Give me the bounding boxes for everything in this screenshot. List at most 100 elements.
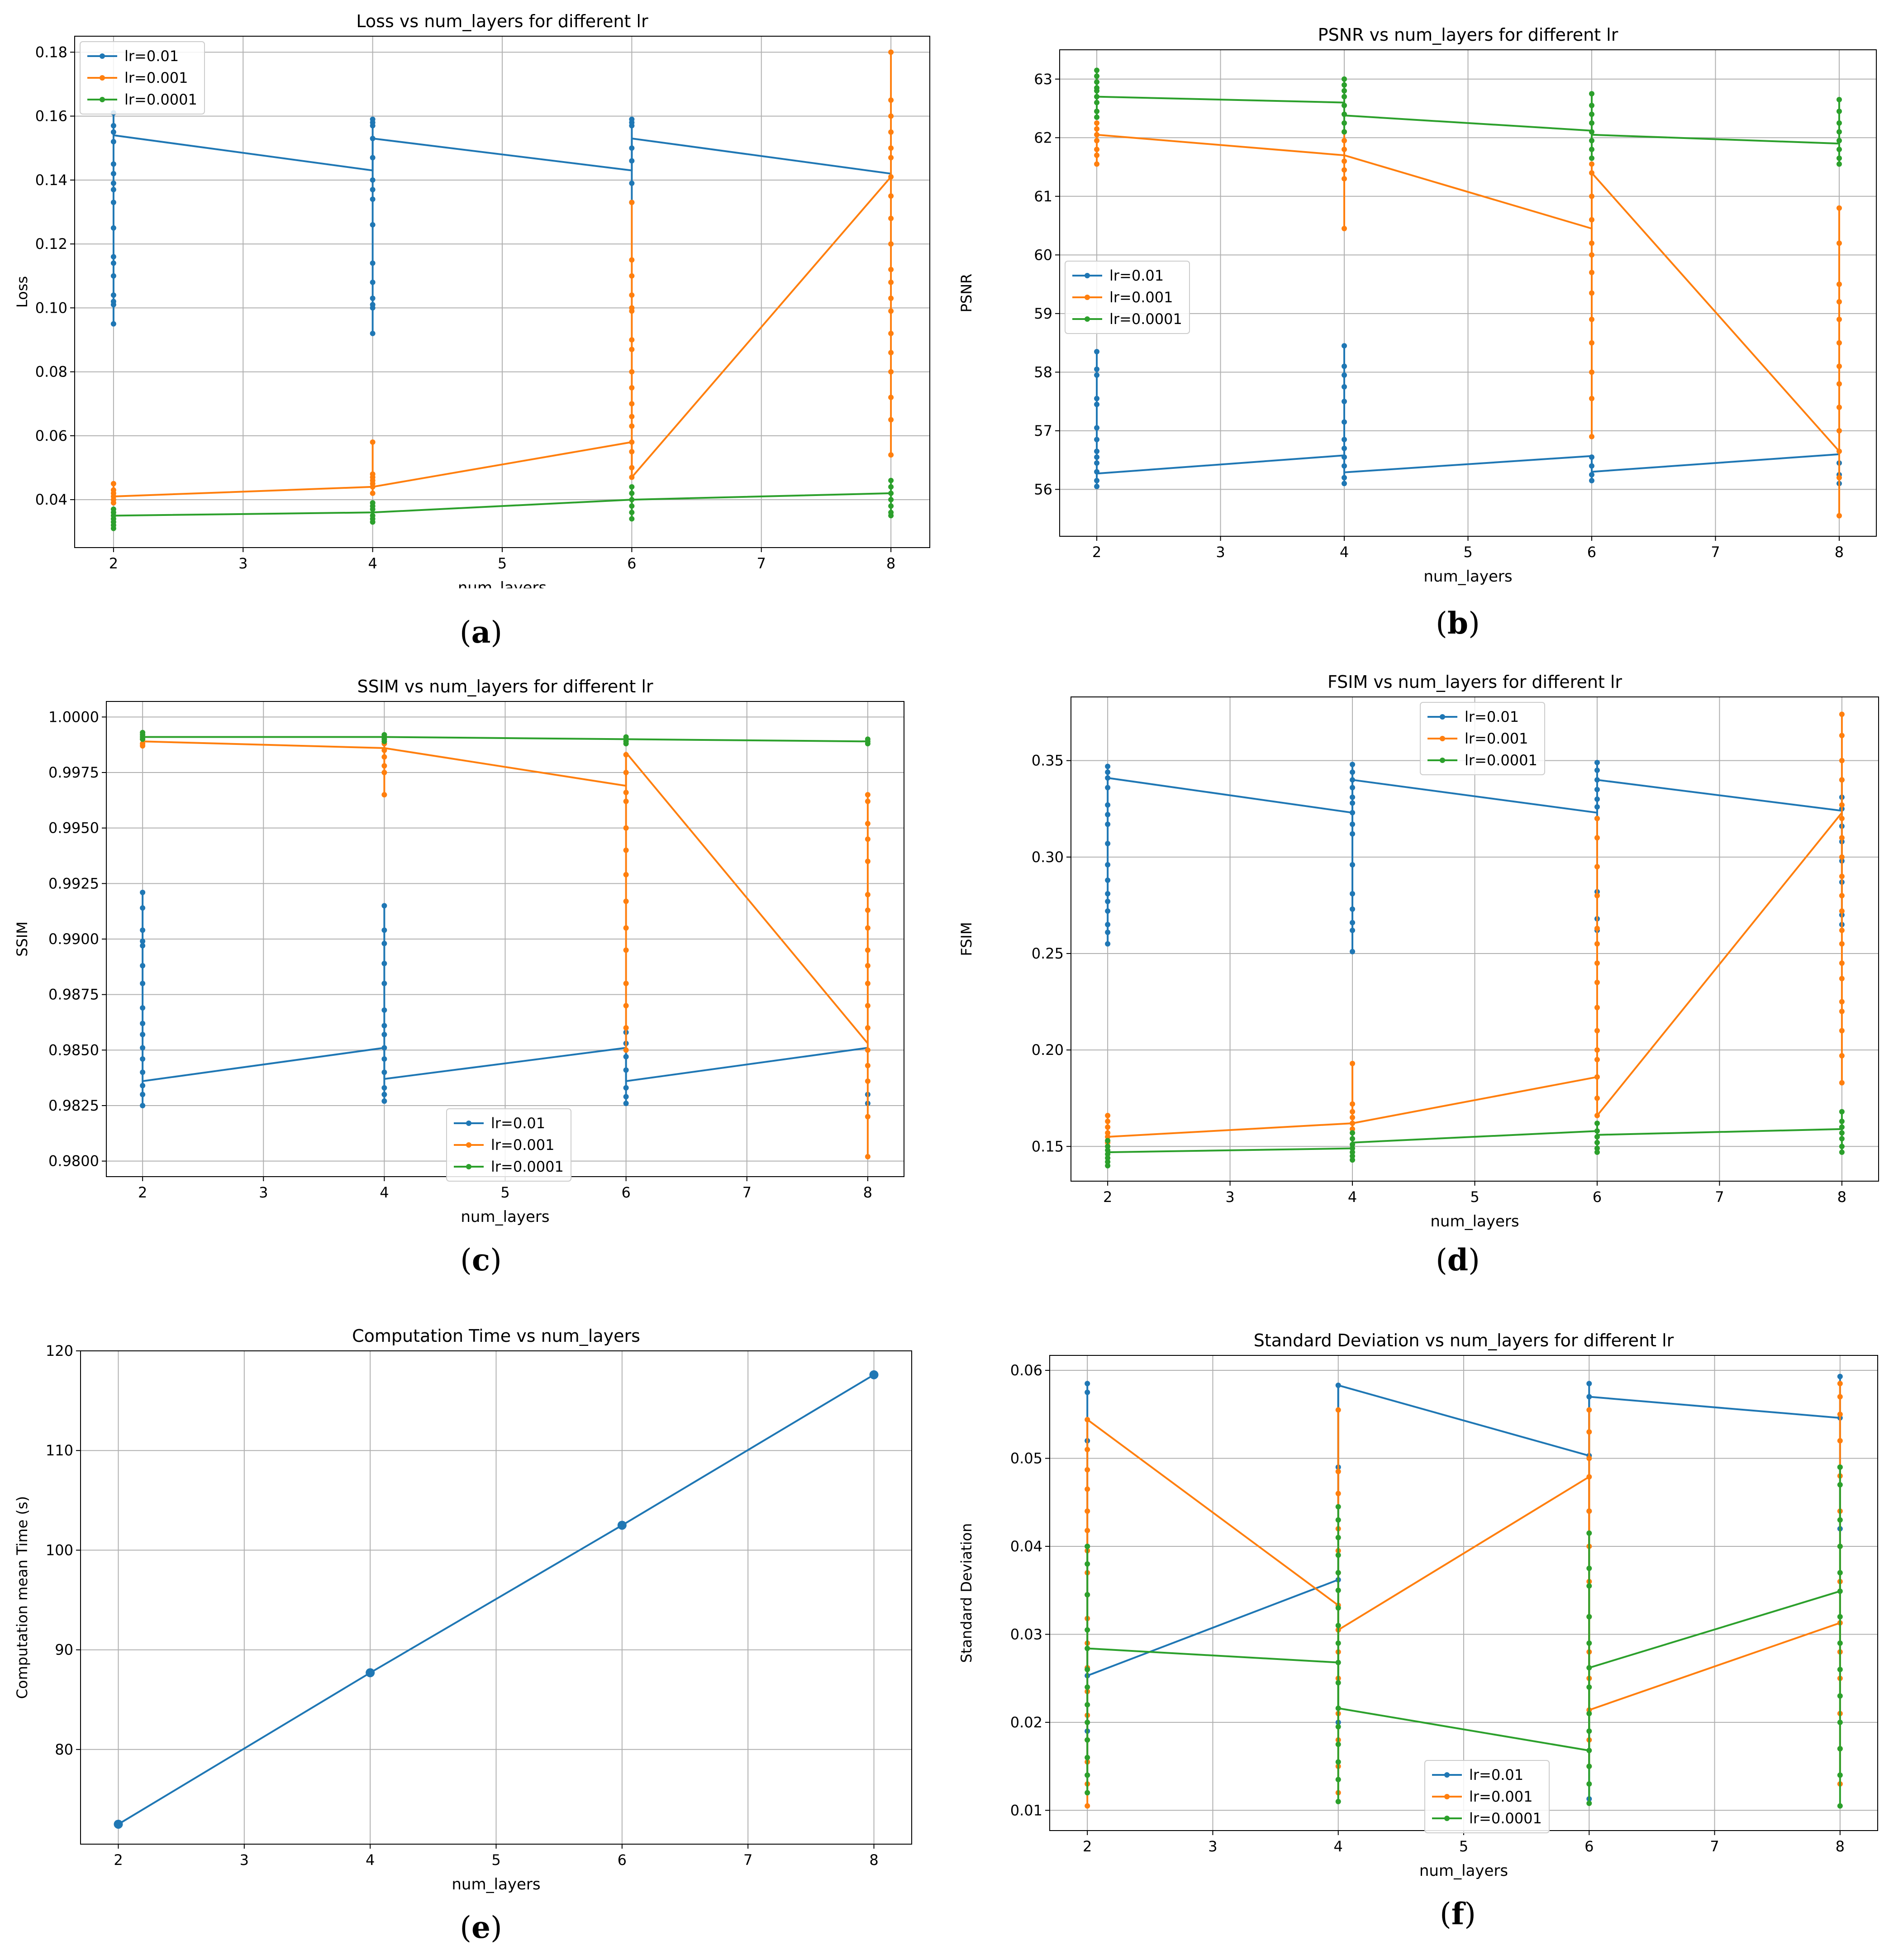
x-axis-label: num_layers	[1423, 567, 1512, 586]
data-point	[865, 925, 871, 931]
series-line	[113, 492, 891, 517]
data-point	[1589, 138, 1594, 143]
data-point	[1586, 1407, 1592, 1413]
data-point	[1586, 1640, 1592, 1646]
data-point	[865, 892, 871, 897]
data-point	[1594, 1140, 1600, 1145]
data-point	[1837, 1543, 1843, 1549]
data-point	[1837, 1482, 1843, 1488]
x-axis-label: num_layers	[1430, 1212, 1519, 1230]
data-point	[629, 200, 635, 205]
legend-label: lr=0.001	[491, 1136, 554, 1154]
data-point	[888, 267, 894, 272]
y-axis-label: Loss	[14, 276, 31, 308]
data-point	[1335, 1622, 1341, 1628]
x-tick-label: 2	[109, 555, 118, 572]
data-point	[1335, 1552, 1341, 1558]
x-tick-label: 2	[138, 1184, 147, 1201]
data-point	[1342, 372, 1347, 378]
data-point	[381, 1056, 387, 1062]
data-point	[370, 305, 376, 311]
data-point	[1837, 1394, 1843, 1400]
data-point	[110, 321, 116, 327]
data-point	[1594, 1057, 1600, 1063]
legend-label: lr=0.01	[1109, 267, 1164, 284]
y-tick-label: 0.12	[35, 235, 67, 253]
data-point	[888, 497, 894, 503]
y-tick-label: 0.06	[1010, 1362, 1042, 1379]
data-point	[629, 516, 635, 522]
data-point	[110, 200, 116, 205]
data-point	[617, 1521, 627, 1530]
series-line	[1087, 1590, 1841, 1752]
data-point	[629, 465, 635, 471]
data-point	[370, 439, 376, 445]
data-point	[888, 129, 894, 135]
x-tick-label: 6	[1587, 544, 1596, 561]
data-point	[1105, 1113, 1111, 1119]
data-point	[1350, 794, 1356, 800]
legend-box	[1420, 702, 1545, 775]
data-point	[629, 401, 635, 407]
data-point	[1837, 1438, 1843, 1444]
data-point	[1085, 1645, 1090, 1651]
legend-label: lr=0.01	[491, 1115, 545, 1132]
data-point	[1094, 161, 1100, 167]
legend-label: lr=0.01	[124, 48, 179, 65]
data-point	[1594, 1113, 1600, 1119]
legend-swatch-marker	[100, 97, 105, 102]
chart-panel-a: 2 3 4 5 6 7 8 0.04 0.06 0.08 0.10 0.12 0.14 0.16 0.18 L…	[0, 0, 944, 652]
data-point	[1085, 1684, 1090, 1690]
y-tick-label: 61	[1034, 188, 1052, 205]
data-point	[1094, 114, 1100, 120]
x-tick-label: 8	[1836, 1838, 1845, 1855]
data-point	[1836, 161, 1842, 167]
data-point	[1335, 1491, 1341, 1497]
data-point	[865, 1047, 871, 1053]
data-point	[110, 161, 116, 167]
data-point	[370, 260, 376, 266]
data-point	[1837, 1772, 1843, 1778]
data-point	[370, 196, 376, 202]
data-point	[1105, 922, 1111, 928]
data-point	[623, 1003, 629, 1009]
data-point	[888, 155, 894, 161]
chart-panel-b: 2 3 4 5 6 7 8 56 57 58 59 60 61 62 63 PSNR vs num_layer…	[944, 0, 1889, 652]
y-tick-label: 0.04	[1010, 1538, 1042, 1555]
data-point	[629, 414, 635, 420]
data-point	[1085, 1772, 1090, 1778]
data-point	[1342, 176, 1347, 181]
y-tick-label: 59	[1034, 305, 1052, 322]
legend-swatch-marker	[1444, 1794, 1450, 1799]
chart-title: SSIM vs num_layers for different lr	[357, 677, 653, 696]
y-tick-label: 0.10	[35, 299, 67, 316]
data-point	[1589, 316, 1594, 322]
data-point	[1837, 1614, 1843, 1620]
legend-swatch-marker	[1444, 1772, 1450, 1778]
data-point	[1839, 758, 1845, 763]
data-point	[623, 981, 629, 987]
data-point	[1094, 425, 1100, 431]
data-point	[623, 825, 629, 831]
data-point	[1836, 475, 1842, 481]
data-point	[1350, 1101, 1356, 1107]
y-tick-label: 58	[1034, 363, 1052, 381]
data-point	[1839, 1144, 1845, 1149]
data-point	[1839, 941, 1845, 947]
data-point	[1594, 1121, 1600, 1126]
data-point	[1342, 445, 1347, 451]
legend-label: lr=0.01	[1465, 708, 1519, 725]
legend-box	[1065, 261, 1190, 334]
data-point	[1342, 399, 1347, 405]
data-point	[1085, 1755, 1090, 1760]
data-point	[888, 49, 894, 55]
data-point	[1335, 1588, 1341, 1593]
x-tick-label: 4	[1348, 1188, 1357, 1206]
x-tick-label: 5	[1459, 1838, 1468, 1855]
x-tick-label: 6	[1584, 1838, 1594, 1855]
data-point	[888, 330, 894, 336]
caption-f: (f)	[1440, 1896, 1476, 1931]
y-tick-label: 0.06	[35, 427, 67, 444]
data-point	[1594, 979, 1600, 985]
data-point	[110, 139, 116, 145]
